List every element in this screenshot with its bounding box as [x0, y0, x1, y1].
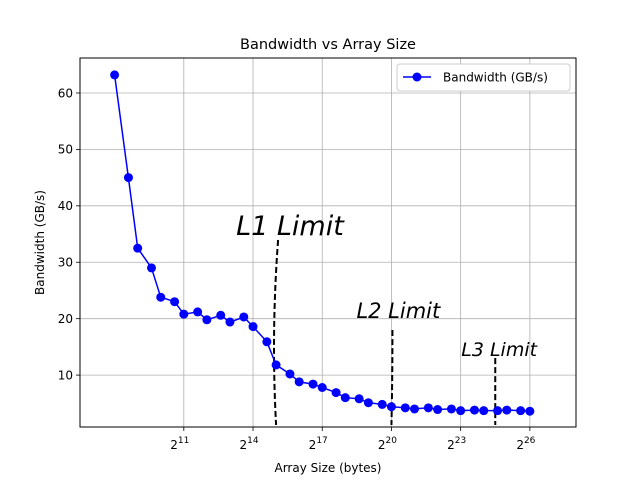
data-point — [400, 403, 410, 413]
grid-lines — [80, 58, 576, 427]
plot-area — [80, 58, 576, 427]
data-point — [502, 405, 512, 415]
x-tick-exponent: 26 — [524, 436, 536, 446]
data-point — [133, 243, 143, 253]
x-tick-label: 217 — [309, 436, 328, 452]
data-point — [456, 406, 466, 416]
cache-limit-line — [273, 239, 280, 426]
x-tick-label: 226 — [516, 436, 535, 452]
x-axis-ticks: 211 214 217 220 223 226 — [170, 427, 536, 452]
x-tick-exponent: 17 — [316, 436, 327, 446]
data-point — [271, 360, 281, 370]
data-point — [123, 173, 133, 183]
x-tick-exponent: 11 — [178, 436, 189, 446]
data-point — [179, 309, 189, 319]
data-point — [193, 307, 203, 317]
x-tick-exponent: 14 — [247, 436, 259, 446]
data-point — [239, 312, 249, 322]
data-point — [386, 402, 396, 412]
x-tick-base: 2 — [447, 438, 455, 452]
data-point — [248, 322, 258, 332]
data-point — [410, 404, 420, 414]
data-point — [493, 406, 503, 416]
x-tick-base: 2 — [516, 438, 524, 452]
cache-limit-label: L1 Limit — [236, 211, 345, 242]
x-tick-label: 220 — [378, 436, 397, 452]
cache-limit-annotations: L1 Limit L2 Limit L3 Limit — [236, 211, 539, 426]
y-tick-label: 60 — [58, 86, 73, 100]
x-tick-label: 223 — [447, 436, 466, 452]
data-point — [446, 404, 456, 414]
data-point — [294, 377, 304, 387]
data-point — [525, 406, 535, 416]
legend: Bandwidth (GB/s) — [396, 63, 571, 92]
x-tick-exponent: 20 — [386, 436, 398, 446]
data-series — [110, 70, 535, 416]
data-point — [308, 379, 318, 389]
legend-label: Bandwidth (GB/s) — [443, 71, 548, 85]
data-point — [363, 398, 373, 408]
y-tick-label: 10 — [58, 368, 73, 382]
data-point — [202, 315, 212, 325]
data-point — [516, 406, 526, 416]
data-point — [156, 292, 166, 302]
data-point — [433, 405, 443, 415]
x-tick-base: 2 — [378, 438, 386, 452]
data-point — [147, 263, 157, 273]
x-tick-label: 214 — [239, 436, 258, 452]
data-point — [354, 394, 364, 404]
y-tick-label: 20 — [58, 312, 73, 326]
x-tick-exponent: 23 — [455, 436, 466, 446]
data-point — [216, 310, 226, 320]
data-point — [479, 406, 489, 416]
y-axis-ticks: 10 20 30 40 50 60 — [58, 86, 80, 382]
x-axis-title: Array Size (bytes) — [274, 461, 381, 475]
cache-limit-line — [390, 329, 394, 426]
plot-frame — [79, 57, 577, 428]
data-point — [110, 70, 120, 80]
x-tick-base: 2 — [170, 438, 178, 452]
data-point — [285, 369, 295, 379]
y-tick-label: 30 — [58, 256, 73, 270]
y-tick-label: 50 — [58, 143, 73, 157]
data-point — [331, 388, 341, 398]
legend-marker-swatch — [412, 72, 422, 82]
data-point — [469, 405, 479, 415]
y-tick-label: 40 — [58, 199, 73, 213]
data-point — [340, 393, 350, 403]
y-axis-title: Bandwidth (GB/s) — [33, 190, 47, 295]
data-point — [262, 337, 272, 347]
x-tick-base: 2 — [239, 438, 247, 452]
data-point — [377, 399, 387, 409]
chart-title: Bandwidth vs Array Size — [240, 37, 416, 53]
x-tick-label: 211 — [170, 436, 189, 452]
data-point — [317, 383, 327, 393]
cache-limit-label: L3 Limit — [461, 339, 538, 361]
x-tick-base: 2 — [309, 438, 317, 452]
legend-box — [396, 63, 571, 92]
cache-limit-label: L2 Limit — [356, 299, 441, 323]
data-point — [423, 403, 433, 413]
data-point — [225, 317, 235, 327]
data-point — [170, 297, 180, 307]
